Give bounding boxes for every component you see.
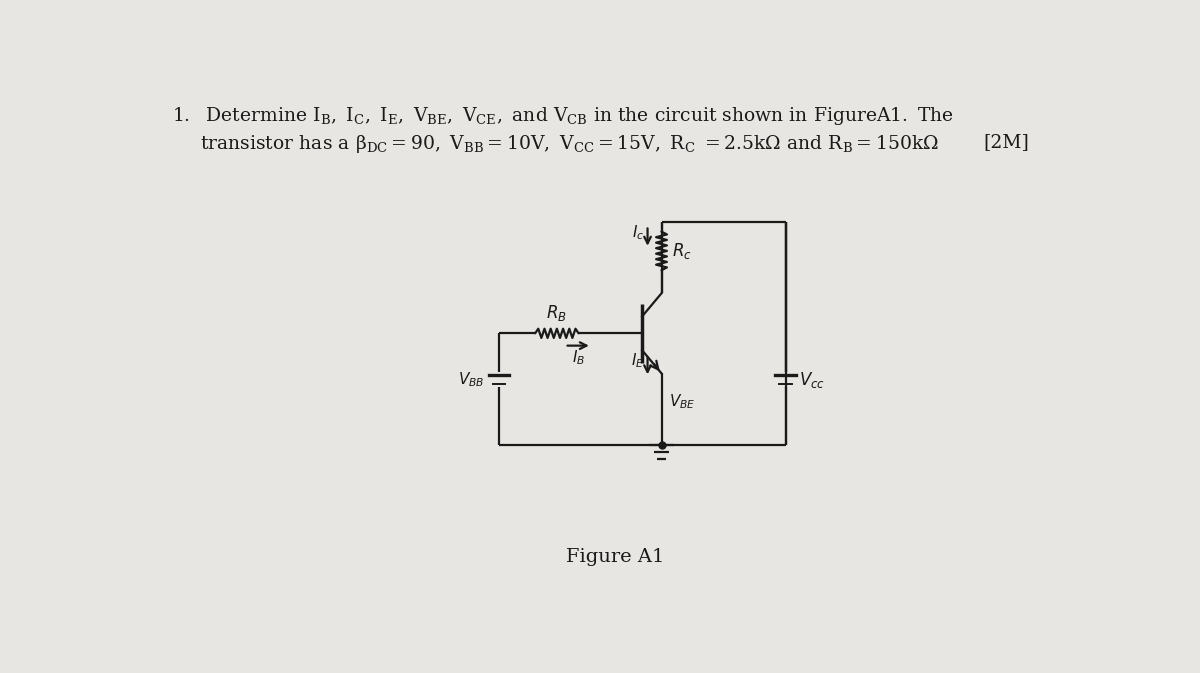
Text: [2M]: [2M] xyxy=(983,133,1030,151)
Text: $\mathregular{1.\ \ Determine\ I_B,\ I_C,\ I_E,\ V_{BE},\ V_{CE},\ and\ V_{CB}\ : $\mathregular{1.\ \ Determine\ I_B,\ I_C… xyxy=(172,104,954,127)
Text: $I_B$: $I_B$ xyxy=(572,349,586,367)
Text: Figure A1: Figure A1 xyxy=(566,548,664,565)
Text: $I_E$: $I_E$ xyxy=(631,352,644,371)
Text: $I_c$: $I_c$ xyxy=(632,223,644,242)
Text: $V_{BE}$: $V_{BE}$ xyxy=(670,392,696,411)
Text: $R_c$: $R_c$ xyxy=(672,241,691,261)
Text: $V_{BB}$: $V_{BB}$ xyxy=(458,370,485,389)
Text: $\mathregular{transistor\ has\ a\ \beta_{DC}=90,\ V_{BB}=10V,\ V_{CC}=15V,\ R_C\: $\mathregular{transistor\ has\ a\ \beta_… xyxy=(200,133,940,155)
Text: $V_{cc}$: $V_{cc}$ xyxy=(799,369,826,390)
Text: $R_B$: $R_B$ xyxy=(546,303,568,322)
